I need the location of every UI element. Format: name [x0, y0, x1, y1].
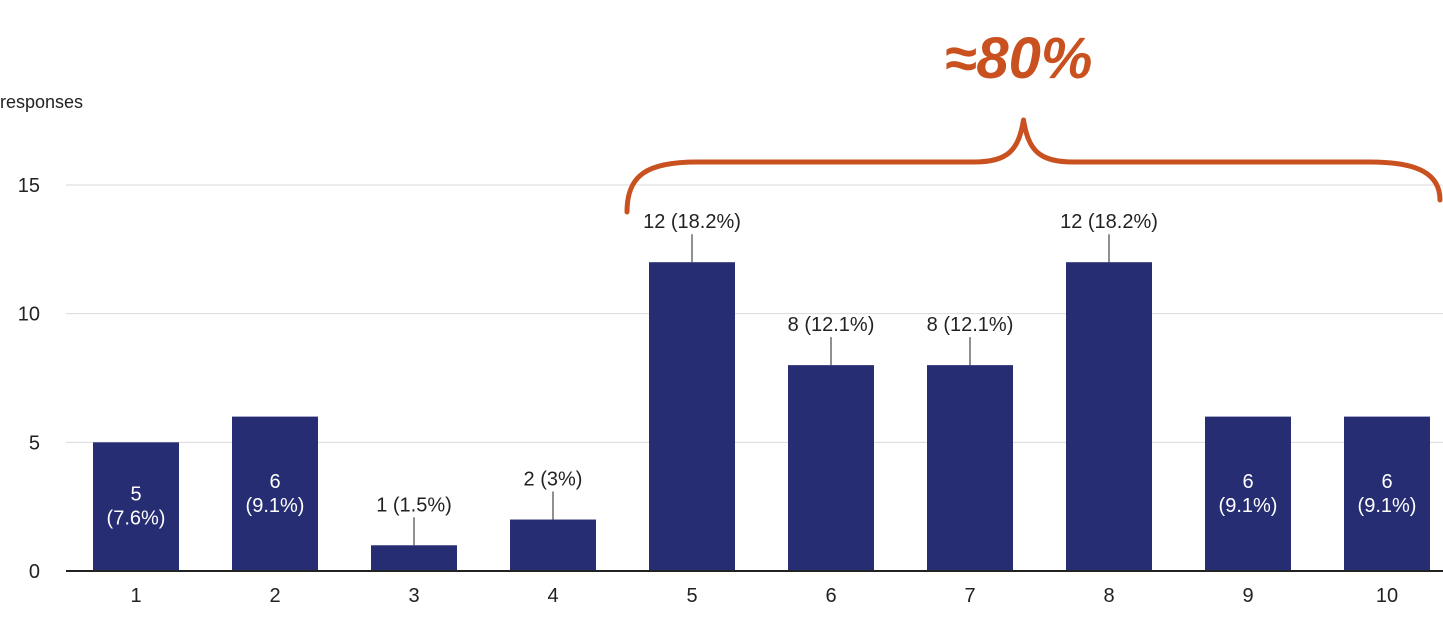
y-tick-label: 0: [29, 561, 40, 583]
data-label: 12 (18.2%): [643, 211, 741, 233]
x-tick-label: 7: [964, 585, 975, 607]
labels-layer: 5(7.6%)6(9.1%) 1 (1.5%)2 (3%)12 (18.2%)8 …: [107, 211, 1417, 546]
bar: [1205, 416, 1291, 571]
x-tick-label: 8: [1103, 585, 1114, 607]
data-label: 8 (12.1%): [788, 314, 875, 336]
bars-layer: [93, 262, 1430, 571]
data-label: 5: [130, 484, 141, 506]
bar: [371, 545, 457, 571]
data-label: 6: [1242, 471, 1253, 493]
bar: [1344, 416, 1430, 571]
data-label: 12 (18.2%): [1060, 211, 1158, 233]
x-tick-label: 4: [547, 585, 558, 607]
data-label: 1 (1.5%): [376, 494, 452, 516]
data-label: 8 (12.1%): [927, 314, 1014, 336]
data-label: (9.1%): [1219, 495, 1278, 517]
x-tick-label: 6: [825, 585, 836, 607]
data-label: (7.6%): [107, 508, 166, 530]
data-label: (9.1%): [1358, 495, 1417, 517]
y-tick-label: 5: [29, 432, 40, 454]
y-tick-label: 10: [18, 304, 40, 326]
x-tick-label: 9: [1242, 585, 1253, 607]
x-tick-label: 3: [408, 585, 419, 607]
annotation-brace: [624, 117, 1443, 215]
annotation-label: ≈80%: [945, 26, 1093, 91]
data-label: 6: [269, 471, 280, 493]
x-tick-label: 10: [1376, 585, 1398, 607]
y-axis-title: responses: [0, 92, 83, 112]
bar: [510, 519, 596, 571]
x-tick-label: 1: [130, 585, 141, 607]
annotation-layer: ≈80%: [624, 26, 1443, 215]
bar: [1066, 262, 1152, 571]
data-label: 2 (3%): [524, 469, 583, 491]
bar: [232, 416, 318, 571]
x-tick-label: 2: [269, 585, 280, 607]
grid-layer: [66, 184, 1443, 443]
axis-layer: 0 5 10 15 responses 1 2 3 4 5 6 7 8 9 10: [0, 92, 1443, 607]
data-label: 6: [1381, 471, 1392, 493]
bar: [788, 365, 874, 571]
x-tick-label: 5: [686, 585, 697, 607]
bar: [649, 262, 735, 571]
data-label: (9.1%): [246, 495, 305, 517]
bar: [927, 365, 1013, 571]
bar: [93, 442, 179, 571]
y-tick-label: 15: [18, 175, 40, 197]
